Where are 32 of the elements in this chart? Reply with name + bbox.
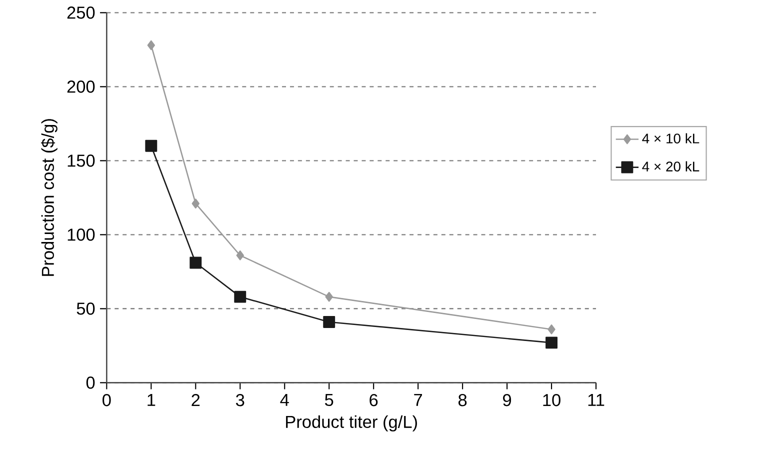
point bbox=[147, 40, 156, 50]
y-tick-label: 150 bbox=[68, 154, 95, 167]
y-tick-label: 100 bbox=[68, 228, 95, 241]
y-tick-label: 0 bbox=[86, 376, 95, 389]
point bbox=[548, 324, 556, 334]
y-tick-label: 250 bbox=[67, 6, 95, 19]
legend-label: 4 × 10 kL bbox=[642, 133, 700, 144]
y-tick-label: 200 bbox=[67, 80, 95, 93]
x-tick-label: 0 bbox=[102, 394, 111, 406]
point bbox=[325, 292, 333, 302]
legend-label: 4 × 20 kL bbox=[642, 161, 700, 172]
y-axis-title: Production cost ($/g) bbox=[41, 119, 58, 276]
x-tick-label: 3 bbox=[236, 394, 244, 406]
x-tick-label: 1 bbox=[148, 394, 156, 406]
x-tick-label: 8 bbox=[458, 394, 467, 406]
x-tick-label: 7 bbox=[414, 394, 422, 406]
point bbox=[145, 140, 158, 152]
x-tick-label: 11 bbox=[588, 394, 604, 406]
x-tick-label: 2 bbox=[192, 394, 200, 406]
point bbox=[323, 316, 336, 328]
point bbox=[234, 291, 246, 303]
x-tick-label: 10 bbox=[543, 394, 560, 406]
x-tick-label: 9 bbox=[503, 394, 512, 406]
x-tick-label: 5 bbox=[324, 394, 334, 406]
point bbox=[546, 336, 558, 349]
point bbox=[236, 250, 244, 260]
y-tick-label: 50 bbox=[76, 302, 95, 315]
x-tick-label: 4 bbox=[280, 394, 289, 406]
point bbox=[192, 198, 200, 209]
x-tick-label: 6 bbox=[370, 394, 378, 406]
x-axis-title: Product titer (g/L) bbox=[286, 416, 417, 432]
point bbox=[190, 256, 202, 269]
